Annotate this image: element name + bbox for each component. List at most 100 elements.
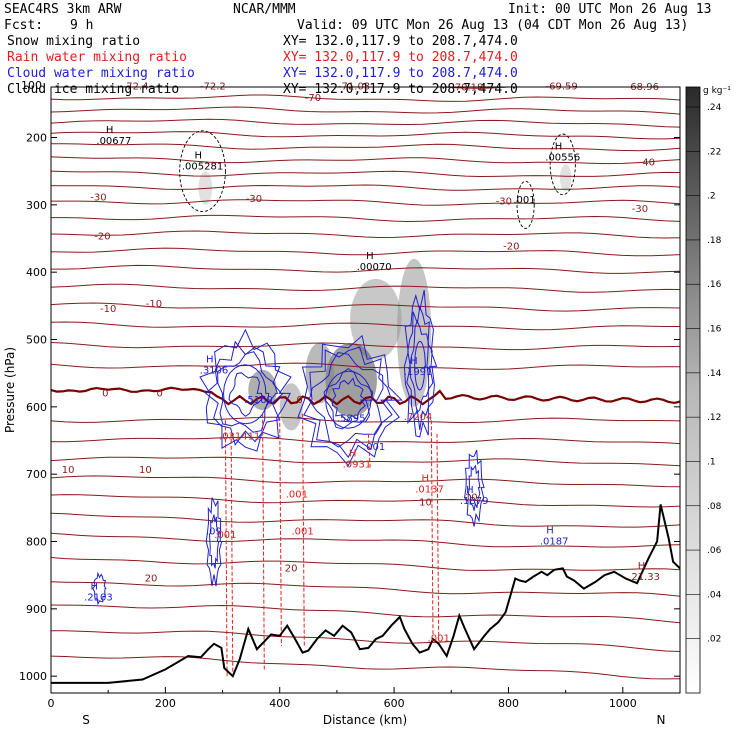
colorbar-label: .14 (707, 369, 722, 379)
temperature-label: -20 (94, 231, 110, 242)
isotherm-line (51, 283, 680, 293)
colorbar-label: .24 (707, 103, 722, 113)
extremum-marker: H (410, 356, 418, 367)
field-name: Snow mixing ratio (7, 34, 140, 49)
extremum-marker: H (466, 485, 474, 496)
extremum-value: .001 (214, 530, 236, 541)
cloud-water-contour (325, 370, 373, 429)
isotherm-line (51, 604, 680, 624)
extremum-value: .7204 (404, 412, 433, 423)
temperature-label: 20 (145, 574, 158, 585)
field-extent: XY= 132.0,117.9 to 208.7,474.0 (283, 66, 518, 81)
isotherm-line (51, 156, 680, 165)
cloud-ice-contour (549, 133, 576, 196)
cloud-water-contour (92, 571, 107, 606)
temperature-label: -30 (246, 194, 262, 205)
extremum-marker: H (638, 561, 646, 572)
extremum-value: .001 (513, 195, 535, 206)
extremum-value: .1991 (404, 367, 433, 378)
forecast-label: Fcst: (4, 18, 43, 33)
isotherm-line (51, 532, 680, 548)
temperature-label: -70.18 (451, 83, 483, 94)
x-tick-label: 200 (155, 697, 176, 710)
extremum-marker: H (195, 150, 203, 161)
extremum-value: .1879 (460, 496, 489, 507)
extremum-marker: H (422, 474, 430, 485)
rain-water-contour (302, 413, 305, 646)
temperature-label: -20 (503, 242, 519, 253)
rain-water-contour (224, 420, 228, 677)
temperature-label: -10 (146, 299, 162, 310)
temperature-label: 10 (465, 493, 478, 504)
isotherm-line (51, 342, 680, 351)
isotherm-line (51, 230, 680, 239)
colorbar-units: g kg⁻¹ (703, 86, 731, 96)
cloud-water-contour (308, 351, 384, 448)
cloud-water-contour (222, 364, 270, 425)
extremum-marker: H (546, 526, 554, 537)
y-tick-label: 600 (26, 401, 47, 414)
y-tick-label: 400 (26, 266, 47, 279)
temperature-label: 0 (156, 388, 162, 399)
extremum-marker: H (90, 581, 98, 592)
isotherm-line (51, 475, 680, 488)
isotherm-line (51, 106, 680, 115)
temperature-label: -70 (305, 93, 321, 104)
forecast-value: 9 h (70, 18, 93, 33)
x-axis-label: Distance (km) (323, 713, 407, 727)
isotherm-line (51, 302, 680, 312)
extremum-value: .5169 (244, 395, 273, 406)
field-name: Rain water mixing ratio (7, 50, 187, 65)
terrain-line (51, 504, 680, 684)
endpoint-right: N (657, 713, 666, 727)
extremum-marker: H (366, 251, 374, 262)
snow-shade (559, 164, 572, 192)
y-tick-label: 300 (26, 199, 47, 212)
temperature-label: -10 (100, 304, 116, 315)
extremum-value: .001 (363, 442, 385, 453)
extremum-marker: H (206, 354, 214, 365)
temperature-label: -30 (632, 204, 648, 215)
isotherm-line (51, 131, 680, 140)
temperature-label: 10 (62, 465, 75, 476)
cloud-water-contour (228, 372, 263, 417)
model-title: SEAC4RS 3km ARW (4, 2, 122, 17)
cloud-water-contour (403, 289, 438, 438)
extremum-value: 21.33 (631, 572, 660, 583)
isotherm-line (51, 94, 680, 102)
colorbar-label: .16 (707, 280, 722, 290)
rain-water-contour (279, 416, 282, 646)
y-tick-label: 900 (26, 603, 47, 616)
y-tick-label-top: 100 (21, 79, 42, 92)
temperature-label: -30 (90, 192, 106, 203)
colorbar-label: .12 (707, 413, 721, 423)
freezing-level-line (51, 386, 680, 406)
cloud-water-contour (199, 328, 292, 452)
extremum-value: .0187 (540, 537, 569, 548)
x-tick-label: 0 (48, 697, 55, 710)
cloud-water-contour (331, 377, 368, 423)
y-axis-label: Pressure (hPa) (3, 347, 17, 433)
colorbar-label: .18 (707, 236, 722, 246)
rain-water-contour (430, 420, 434, 636)
temperature-label: -30 (496, 196, 512, 207)
valid-time: Valid: 09 UTC Mon 26 Aug 13 (04 CDT Mon … (297, 18, 688, 33)
isotherm-line (51, 557, 680, 571)
y-tick-label: 1000 (19, 670, 47, 683)
cloud-water-contour (205, 340, 285, 446)
colorbar-label: .1 (707, 457, 716, 467)
cloud-water-contour (409, 319, 430, 414)
isotherm-line (51, 118, 680, 128)
rain-water-contour (436, 433, 440, 640)
isotherm-line (51, 655, 680, 680)
temperature-label: 10 (139, 465, 152, 476)
extremum-marker: H (349, 449, 357, 460)
extremum-value: .0137 (415, 485, 444, 496)
y-tick-label: 500 (26, 334, 47, 347)
cloud-ice-contour (179, 130, 226, 213)
isotherm-line (51, 214, 680, 223)
colorbar-label: .22 (707, 147, 721, 157)
isotherm-line (51, 512, 680, 528)
isotherm-line (51, 264, 680, 274)
isotherm-line (51, 321, 680, 331)
